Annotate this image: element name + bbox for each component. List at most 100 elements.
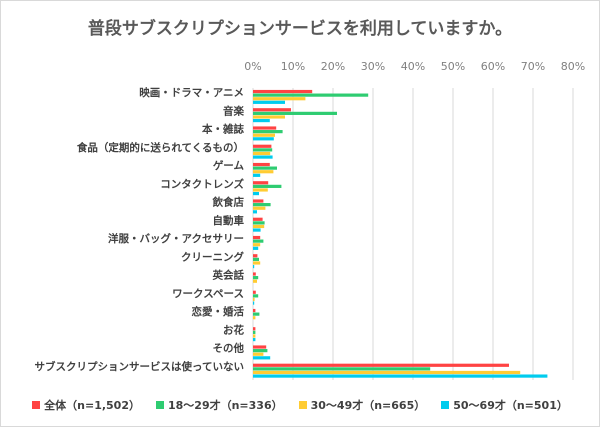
category-label: その他 — [213, 342, 245, 355]
bar-1-9 — [253, 257, 259, 261]
legend-swatch — [441, 401, 450, 409]
bar-0-14 — [253, 345, 267, 349]
bar-2-10 — [253, 279, 257, 283]
bar-2-5 — [253, 188, 268, 192]
bar-3-9 — [253, 264, 255, 269]
bar-0-11 — [253, 290, 256, 294]
bar-0-13 — [253, 327, 256, 331]
category-label: 恋愛・婚活 — [192, 305, 245, 318]
bar-2-8 — [253, 243, 261, 247]
bar-3-15 — [253, 374, 548, 378]
bar-3-13 — [253, 337, 256, 342]
bar-3-7 — [253, 228, 261, 232]
bar-0-5 — [253, 181, 269, 185]
legend-label: 18～29才（n=336） — [167, 399, 283, 412]
bar-0-6 — [253, 199, 264, 203]
legend-swatch — [32, 401, 41, 409]
legend-swatch — [298, 401, 307, 409]
bar-2-2 — [253, 133, 275, 137]
bar-1-11 — [253, 294, 259, 298]
bar-3-2 — [253, 137, 274, 141]
bar-0-10 — [253, 272, 256, 276]
category-label: 本・雑誌 — [202, 123, 244, 136]
bar-1-6 — [253, 203, 271, 207]
bar-0-1 — [253, 108, 291, 112]
bar-0-8 — [253, 235, 261, 240]
bar-1-8 — [253, 239, 264, 243]
bar-1-4 — [253, 166, 277, 170]
category-label: クリーニング — [181, 250, 244, 263]
bar-1-15 — [253, 367, 431, 371]
category-label: 映画・ドラマ・アニメ — [139, 86, 244, 99]
bar-0-2 — [253, 126, 277, 130]
bar-0-15 — [253, 363, 509, 367]
bar-1-10 — [253, 276, 259, 280]
category-label: 音楽 — [223, 104, 244, 117]
bar-2-13 — [253, 334, 256, 338]
legend-label: 全体（n=1,502） — [44, 399, 140, 412]
legend: 全体（n=1,502） 18～29才（n=336） 30～49才（n=665） 50～… — [0, 397, 600, 413]
category-label: コンタクトレンズ — [160, 177, 244, 190]
bar-1-3 — [253, 148, 273, 152]
bar-1-7 — [253, 221, 265, 225]
legend-label: 30～49才（n=665） — [310, 399, 426, 412]
bar-3-0 — [253, 100, 285, 104]
bar-3-4 — [253, 173, 261, 177]
category-label: 食品（定期的に送られてくるもの） — [76, 141, 244, 154]
bar-1-1 — [253, 111, 337, 115]
bar-3-3 — [253, 155, 273, 159]
bar-1-5 — [253, 184, 282, 188]
bar-1-0 — [253, 93, 369, 97]
x-tick-label: 70% — [521, 60, 545, 73]
category-label: ワークスペース — [172, 288, 244, 300]
bar-2-15 — [253, 370, 521, 375]
x-tick-label: 30% — [361, 60, 385, 73]
bar-2-11 — [253, 297, 255, 302]
category-label: 洋服・バッグ・アクセサリー — [108, 232, 244, 245]
category-label: ゲーム — [213, 159, 245, 172]
category-label: 飲食店 — [212, 196, 245, 209]
category-label: 英会話 — [212, 269, 245, 282]
bar-2-12 — [253, 316, 256, 320]
category-label: お花 — [223, 323, 244, 336]
bar-0-4 — [253, 162, 270, 167]
bar-3-14 — [253, 356, 271, 360]
legend-item: 50～69才（n=501） — [441, 397, 568, 413]
bar-2-4 — [253, 170, 274, 174]
x-tick-label: 20% — [321, 60, 345, 73]
x-tick-label: 80% — [561, 60, 585, 73]
bar-2-9 — [253, 261, 261, 265]
x-tick-label: 0% — [244, 60, 261, 73]
bar-3-11 — [253, 301, 255, 305]
bar-3-1 — [253, 118, 270, 123]
bar-2-6 — [253, 206, 266, 210]
legend-swatch — [155, 401, 164, 409]
legend-item: 18～29才（n=336） — [155, 397, 283, 413]
bar-2-7 — [253, 224, 265, 229]
x-tick-label: 50% — [441, 60, 465, 73]
bar-2-1 — [253, 115, 285, 119]
legend-item: 30～49才（n=665） — [298, 397, 426, 413]
x-tick-label: 40% — [401, 60, 425, 73]
bar-3-5 — [253, 191, 259, 196]
bar-0-12 — [253, 308, 256, 313]
bar-3-6 — [253, 210, 257, 214]
legend-item: 全体（n=1,502） — [32, 397, 140, 413]
bar-1-12 — [253, 312, 260, 316]
legend-label: 50～69才（n=501） — [453, 399, 568, 412]
chart-title: 普段サブスクリプションサービスを利用していますか。 — [87, 19, 513, 39]
category-label: サブスクリプションサービスは使っていない — [35, 360, 244, 373]
bar-0-3 — [253, 144, 272, 148]
bar-1-2 — [253, 130, 283, 134]
bar-0-9 — [253, 254, 258, 258]
bar-0-7 — [253, 217, 263, 221]
bar-1-13 — [253, 330, 256, 334]
bar-2-0 — [253, 97, 306, 101]
x-tick-label: 60% — [481, 60, 505, 73]
bar-2-3 — [253, 151, 271, 156]
bar-2-14 — [253, 352, 264, 356]
bar-0-0 — [253, 89, 313, 94]
bar-3-8 — [253, 246, 259, 250]
category-label: 自動車 — [213, 214, 245, 227]
